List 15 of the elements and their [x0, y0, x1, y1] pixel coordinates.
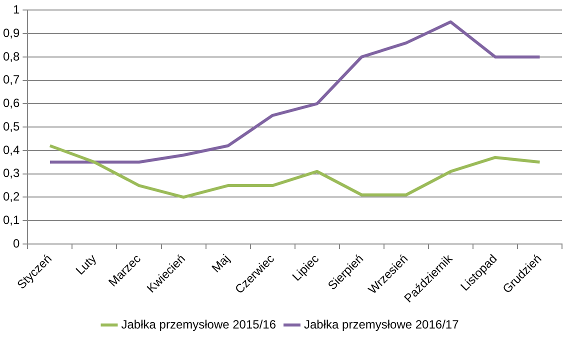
y-tick-label: 0,3 — [2, 166, 20, 180]
x-tick-label: Luty — [72, 252, 99, 278]
y-tick-label: 0,9 — [2, 26, 20, 40]
y-tick-label: 0,8 — [2, 49, 20, 64]
y-tick-label: 0,5 — [2, 119, 20, 134]
legend-label: Jabłka przemysłowe 2016/17 — [304, 317, 460, 332]
y-tick-label: 0 — [12, 236, 20, 250]
x-tick-label: Maj — [208, 252, 233, 276]
legend-label: Jabłka przemysłowe 2015/16 — [121, 317, 276, 332]
y-tick-label: 0,1 — [2, 212, 20, 227]
y-tick-label: 0,4 — [2, 142, 20, 157]
y-tick-label: 0,7 — [2, 72, 20, 87]
y-tick-label: 0,6 — [2, 96, 20, 110]
y-tick-label: 0,2 — [2, 190, 20, 204]
y-tick-label: 1 — [12, 2, 20, 17]
